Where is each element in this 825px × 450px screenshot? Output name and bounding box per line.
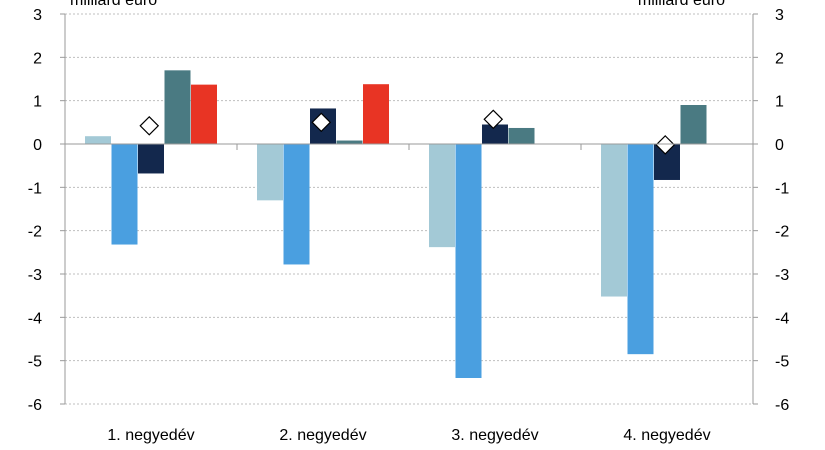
y-tick-label-left: -2 <box>28 224 42 241</box>
y-tick-label-right: -2 <box>775 224 789 241</box>
diamond-marker <box>139 115 160 136</box>
bar <box>601 144 627 297</box>
bar <box>627 144 654 355</box>
category-label: 3. negyedév <box>451 427 538 444</box>
right-unit-label: milliárd euró <box>638 0 725 9</box>
diamond-marker <box>483 109 504 130</box>
y-tick-label-left: 1 <box>33 94 42 111</box>
category-label: 1. negyedév <box>107 427 194 444</box>
bar <box>336 140 363 144</box>
y-tick-label-left: -5 <box>28 354 42 371</box>
y-tick-label-right: 1 <box>775 94 784 111</box>
bar <box>363 84 389 144</box>
diamond-marker <box>655 135 676 155</box>
bar <box>482 124 508 144</box>
y-tick-label-right: 0 <box>775 137 784 154</box>
bar <box>191 84 217 144</box>
y-tick-label-right: -4 <box>775 310 789 327</box>
bar-series <box>85 70 707 378</box>
diamond-marker <box>311 112 332 133</box>
y-tick-label-left: 0 <box>33 137 42 154</box>
y-tick-label-right: -5 <box>775 354 789 371</box>
y-tick-label-left: 2 <box>33 50 42 67</box>
bar <box>138 144 164 174</box>
category-label: 2. negyedév <box>279 427 366 444</box>
bar <box>455 144 482 378</box>
y-tick-label-right: -3 <box>775 267 789 284</box>
y-tick-label-left: -3 <box>28 267 42 284</box>
y-tick-label-right: -1 <box>775 180 789 197</box>
bar <box>283 144 310 265</box>
category-label: 4. negyedév <box>623 427 710 444</box>
y-tick-label-right: -6 <box>775 397 789 414</box>
axis-labels: milliárd euró milliárd euró 3 3 2 2 1 1 0 0 -1 -1… <box>28 0 790 444</box>
y-tick-label-left: -4 <box>28 310 42 327</box>
y-tick-label-right: 3 <box>775 7 784 24</box>
axes <box>60 13 758 405</box>
bar <box>429 144 455 248</box>
y-tick-label-left: -1 <box>28 180 42 197</box>
y-tick-label-left: 3 <box>33 7 42 24</box>
y-tick-label-left: -6 <box>28 397 42 414</box>
bar <box>680 105 707 144</box>
bar <box>164 70 191 144</box>
left-unit-label: milliárd euró <box>70 0 157 9</box>
marker-series <box>139 109 676 155</box>
y-tick-label-right: 2 <box>775 50 784 67</box>
bar <box>85 136 111 144</box>
bar <box>257 144 283 201</box>
bar <box>111 144 138 245</box>
bar <box>508 127 535 144</box>
